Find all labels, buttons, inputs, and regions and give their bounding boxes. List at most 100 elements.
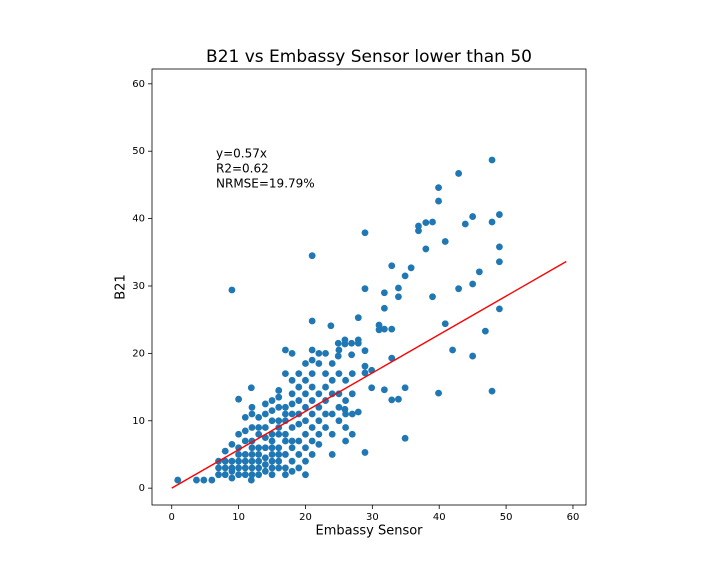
point: [275, 403, 283, 411]
point: [288, 457, 296, 465]
point: [221, 457, 229, 465]
x-tick-label: 30: [366, 512, 379, 523]
point: [288, 376, 296, 384]
point: [429, 218, 436, 226]
point: [388, 325, 396, 333]
point: [368, 384, 376, 392]
point: [275, 430, 283, 438]
point: [247, 384, 255, 392]
point: [268, 407, 276, 415]
point: [268, 464, 276, 472]
point: [354, 339, 362, 347]
point: [275, 417, 283, 425]
annotation: R2=0.62: [216, 162, 269, 176]
point: [401, 434, 409, 442]
point: [455, 285, 463, 293]
point: [308, 424, 316, 431]
point: [295, 370, 303, 377]
point: [308, 397, 316, 404]
point: [241, 457, 249, 465]
point: [215, 464, 222, 472]
point: [228, 474, 236, 482]
point: [348, 410, 356, 418]
x-tick-label: 50: [500, 512, 513, 523]
x-tick-label: 10: [232, 512, 245, 523]
point: [348, 390, 356, 398]
point: [334, 339, 342, 347]
y-tick-label: 20: [132, 348, 145, 359]
point: [241, 464, 249, 472]
point: [248, 464, 256, 472]
point: [496, 243, 503, 251]
y-tick-label: 10: [132, 416, 145, 427]
point: [348, 339, 356, 347]
point: [315, 390, 323, 398]
point: [388, 396, 396, 404]
point: [275, 387, 283, 394]
point: [255, 424, 263, 431]
x-tick-label: 0: [169, 512, 175, 523]
point: [288, 437, 296, 445]
point: [268, 451, 276, 458]
point: [328, 376, 336, 384]
point: [247, 476, 255, 484]
point: [361, 285, 369, 293]
point: [221, 471, 229, 479]
point: [282, 403, 289, 411]
point: [255, 444, 263, 452]
point: [275, 444, 283, 452]
point: [322, 383, 329, 391]
point: [469, 352, 477, 360]
point: [268, 397, 276, 404]
point: [255, 457, 263, 465]
point: [282, 471, 289, 479]
y-tick-label: 0: [139, 483, 145, 494]
point: [282, 451, 289, 458]
point: [322, 410, 329, 418]
point: [302, 430, 309, 438]
point: [322, 349, 329, 357]
point: [268, 457, 276, 465]
point: [335, 390, 343, 398]
y-tick-label: 50: [132, 146, 145, 157]
point: [261, 444, 269, 452]
point: [228, 457, 236, 465]
point: [328, 430, 336, 438]
point: [282, 370, 289, 377]
point: [435, 184, 442, 192]
point: [469, 280, 477, 288]
point: [221, 447, 229, 455]
point: [308, 370, 316, 377]
x-axis-label: Embassy Sensor: [315, 524, 423, 539]
point: [469, 213, 477, 220]
y-tick-label: 40: [132, 214, 145, 225]
point: [208, 476, 216, 484]
point: [235, 464, 242, 472]
point: [422, 219, 430, 227]
point: [295, 397, 303, 404]
point: [335, 403, 343, 411]
point: [435, 197, 442, 205]
point: [241, 437, 249, 445]
point: [282, 410, 289, 418]
point: [348, 430, 356, 438]
point: [261, 467, 269, 475]
point: [429, 293, 436, 301]
point: [261, 454, 269, 462]
point: [288, 400, 296, 408]
point: [235, 471, 242, 479]
point: [248, 471, 256, 479]
point: [255, 413, 263, 421]
point: [380, 304, 388, 312]
point: [261, 461, 269, 468]
point: [342, 410, 349, 418]
annotation: NRMSE=19.79%: [216, 177, 315, 191]
point: [235, 451, 242, 458]
point: [275, 451, 283, 458]
point: [348, 370, 356, 377]
point: [215, 471, 222, 479]
point: [261, 410, 269, 418]
point: [302, 457, 309, 465]
point: [461, 220, 469, 228]
